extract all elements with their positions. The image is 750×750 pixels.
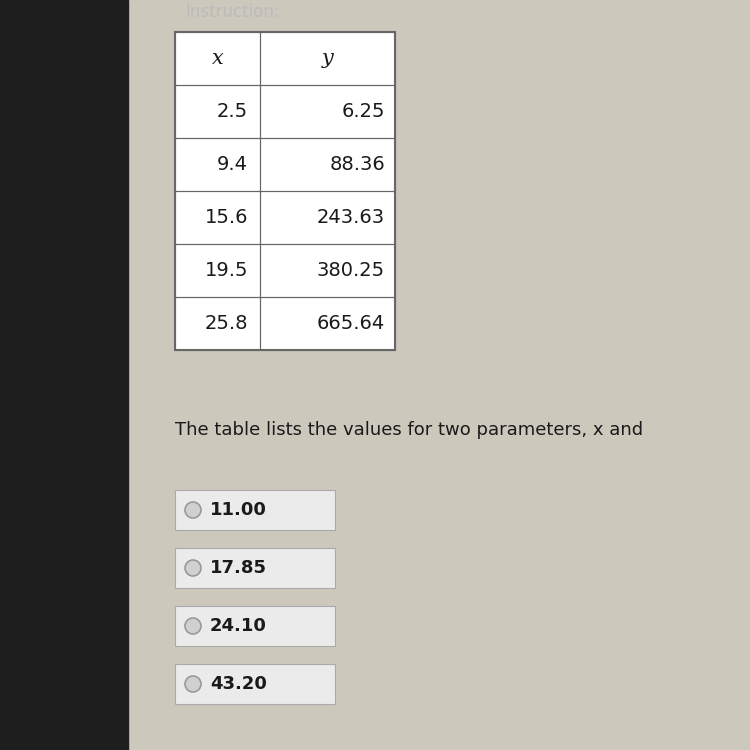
Bar xyxy=(260,244,395,297)
Text: y: y xyxy=(322,49,333,68)
Bar xyxy=(175,490,335,530)
Text: 9.4: 9.4 xyxy=(217,155,248,174)
Bar xyxy=(260,297,395,350)
Bar xyxy=(175,548,335,588)
Bar xyxy=(175,606,335,646)
Text: The table lists the values for two parameters, x and: The table lists the values for two param… xyxy=(175,421,643,439)
Text: 25.8: 25.8 xyxy=(205,314,248,333)
Text: 43.20: 43.20 xyxy=(210,675,267,693)
Bar xyxy=(175,32,260,85)
Bar xyxy=(175,85,260,138)
Text: x: x xyxy=(211,49,223,68)
Bar xyxy=(175,244,260,297)
Text: 15.6: 15.6 xyxy=(205,208,248,227)
Text: Instruction:: Instruction: xyxy=(185,3,280,21)
Bar xyxy=(175,191,260,244)
Bar xyxy=(175,664,335,704)
Bar xyxy=(175,32,395,350)
Bar xyxy=(0,0,128,750)
Text: 19.5: 19.5 xyxy=(205,261,248,280)
Text: 11.00: 11.00 xyxy=(210,501,267,519)
Text: 24.10: 24.10 xyxy=(210,617,267,635)
Bar xyxy=(260,85,395,138)
Text: 665.64: 665.64 xyxy=(316,314,385,333)
Text: 88.36: 88.36 xyxy=(329,155,385,174)
Text: 243.63: 243.63 xyxy=(316,208,385,227)
Bar xyxy=(175,138,260,191)
Bar xyxy=(260,32,395,85)
Circle shape xyxy=(185,618,201,634)
Bar xyxy=(260,138,395,191)
Text: 6.25: 6.25 xyxy=(341,102,385,121)
Bar xyxy=(260,191,395,244)
Text: 17.85: 17.85 xyxy=(210,559,267,577)
Circle shape xyxy=(185,560,201,576)
Text: 380.25: 380.25 xyxy=(316,261,385,280)
Text: 2.5: 2.5 xyxy=(217,102,248,121)
Circle shape xyxy=(185,502,201,518)
Circle shape xyxy=(185,676,201,692)
Bar xyxy=(175,297,260,350)
